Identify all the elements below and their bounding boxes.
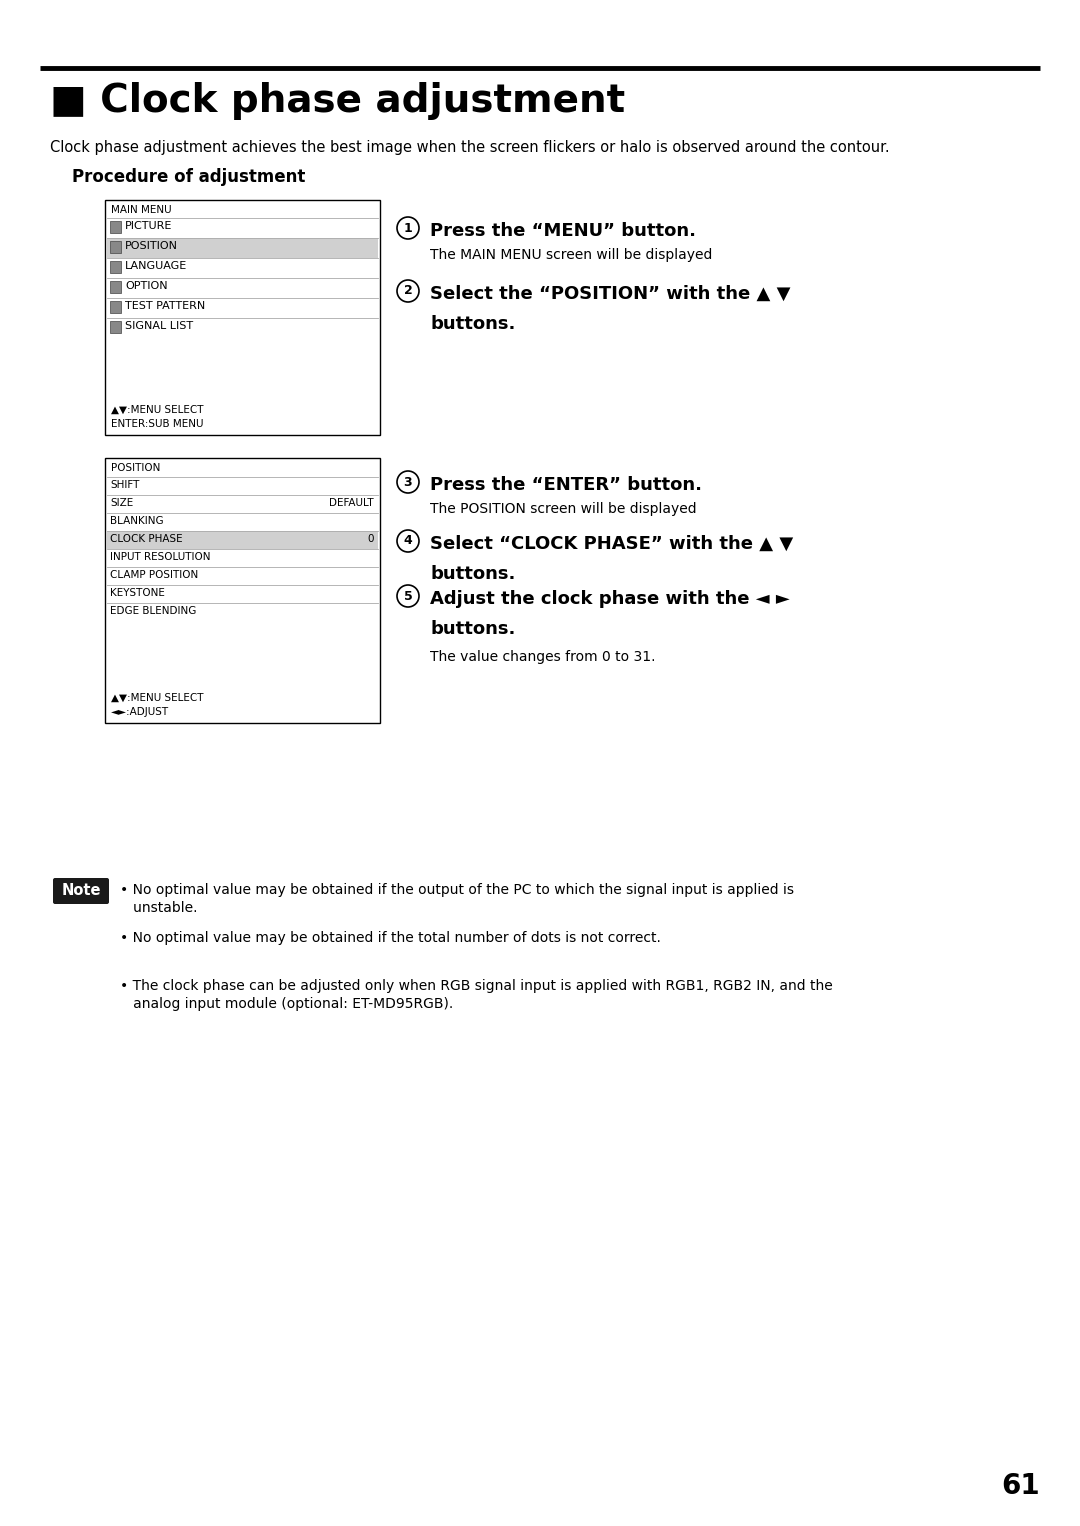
Text: CLAMP POSITION: CLAMP POSITION [110, 571, 199, 580]
Text: Note: Note [62, 884, 100, 897]
Bar [110, 281, 121, 293]
Text: Adjust the clock phase with the ◄ ►: Adjust the clock phase with the ◄ ► [430, 591, 789, 607]
FancyBboxPatch shape [53, 877, 109, 903]
Text: SHIFT: SHIFT [110, 481, 139, 490]
Text: • No optimal value may be obtained if the output of the PC to which the signal i: • No optimal value may be obtained if th… [120, 884, 794, 916]
Circle shape [397, 279, 419, 302]
Text: TEST PATTERN: TEST PATTERN [125, 301, 205, 311]
Text: buttons.: buttons. [430, 565, 515, 583]
Text: The MAIN MENU screen will be displayed: The MAIN MENU screen will be displayed [430, 249, 713, 262]
Text: KEYSTONE: KEYSTONE [110, 588, 165, 598]
Text: MAIN MENU: MAIN MENU [111, 204, 172, 215]
Text: The POSITION screen will be displayed: The POSITION screen will be displayed [430, 502, 697, 516]
Text: LANGUAGE: LANGUAGE [125, 261, 187, 272]
Text: 2: 2 [404, 284, 413, 298]
Text: INPUT RESOLUTION: INPUT RESOLUTION [110, 552, 211, 562]
Text: OPTION: OPTION [125, 281, 167, 291]
Bar [110, 301, 121, 313]
Text: POSITION: POSITION [111, 462, 160, 473]
Text: Select “CLOCK PHASE” with the ▲ ▼: Select “CLOCK PHASE” with the ▲ ▼ [430, 536, 793, 552]
Text: Select the “POSITION” with the ▲ ▼: Select the “POSITION” with the ▲ ▼ [430, 285, 791, 304]
Text: PICTURE: PICTURE [125, 221, 173, 230]
Text: Clock phase adjustment achieves the best image when the screen flickers or halo : Clock phase adjustment achieves the best… [50, 140, 890, 156]
Circle shape [397, 217, 419, 240]
Text: ■ Clock phase adjustment: ■ Clock phase adjustment [50, 82, 625, 121]
Bar [107, 531, 378, 549]
Text: • The clock phase can be adjusted only when RGB signal input is applied with RGB: • The clock phase can be adjusted only w… [120, 980, 833, 1012]
Text: 1: 1 [404, 221, 413, 235]
Text: EDGE BLENDING: EDGE BLENDING [110, 606, 197, 617]
Circle shape [397, 530, 419, 552]
Bar [110, 241, 121, 253]
Text: SIGNAL LIST: SIGNAL LIST [125, 320, 193, 331]
Text: 0: 0 [367, 534, 374, 543]
Text: Press the “MENU” button.: Press the “MENU” button. [430, 221, 696, 240]
Text: POSITION: POSITION [125, 241, 178, 250]
Text: 61: 61 [1001, 1473, 1040, 1500]
Text: ENTER:SUB MENU: ENTER:SUB MENU [111, 420, 203, 429]
Bar [105, 458, 380, 723]
Text: BLANKING: BLANKING [110, 516, 164, 526]
Bar [110, 320, 121, 333]
Bar [107, 238, 378, 258]
Text: • No optimal value may be obtained if the total number of dots is not correct.: • No optimal value may be obtained if th… [120, 931, 661, 945]
Text: 5: 5 [404, 589, 413, 603]
Text: SIZE: SIZE [110, 497, 133, 508]
Text: The value changes from 0 to 31.: The value changes from 0 to 31. [430, 650, 656, 664]
Text: ▲▼:MENU SELECT: ▲▼:MENU SELECT [111, 404, 203, 415]
Text: Press the “ENTER” button.: Press the “ENTER” button. [430, 476, 702, 494]
Text: DEFAULT: DEFAULT [329, 497, 374, 508]
Text: buttons.: buttons. [430, 314, 515, 333]
Text: 4: 4 [404, 534, 413, 548]
Bar [105, 200, 380, 435]
Text: 3: 3 [404, 476, 413, 488]
Text: CLOCK PHASE: CLOCK PHASE [110, 534, 183, 543]
Bar [110, 261, 121, 273]
Bar [110, 221, 121, 233]
Circle shape [397, 472, 419, 493]
Text: Procedure of adjustment: Procedure of adjustment [72, 168, 306, 186]
Text: buttons.: buttons. [430, 620, 515, 638]
Text: ◄►:ADJUST: ◄►:ADJUST [111, 707, 170, 717]
Circle shape [397, 584, 419, 607]
Text: ▲▼:MENU SELECT: ▲▼:MENU SELECT [111, 693, 203, 703]
